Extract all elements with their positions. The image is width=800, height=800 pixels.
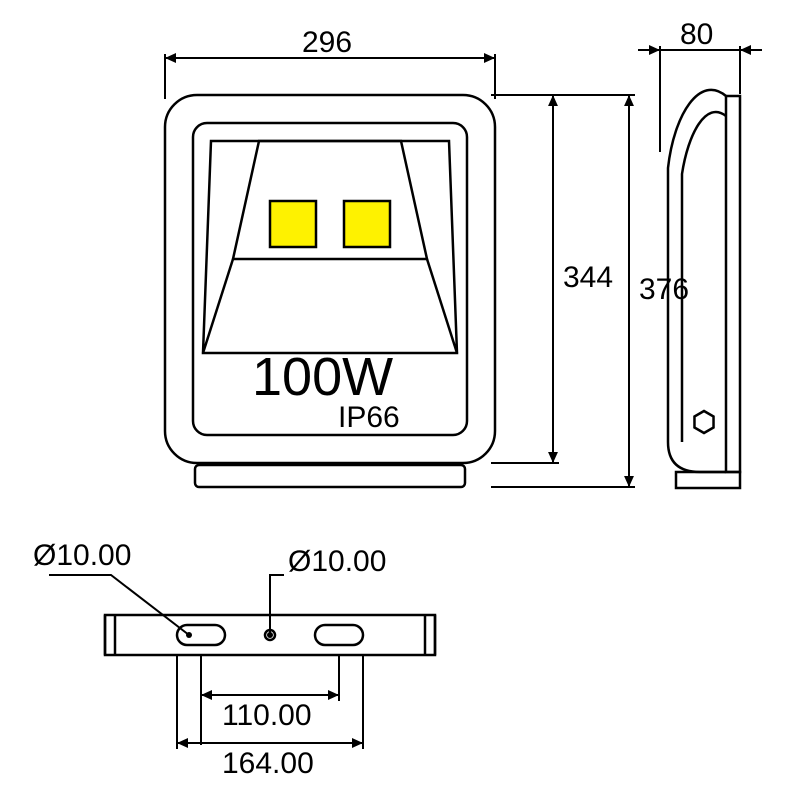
dim-front-inner-h: 344 xyxy=(563,261,613,294)
dim-front-width: 296 xyxy=(302,26,352,59)
dim-center-dia: Ø10.00 xyxy=(288,545,386,578)
dim-slot-spacing-narrow: 110.00 xyxy=(222,699,312,732)
dim-slot-dia-left: Ø10.00 xyxy=(33,539,131,572)
dim-slot-spacing-wide: 164.00 xyxy=(222,747,314,780)
dim-side-depth: 80 xyxy=(680,18,713,51)
ip-rating-label: IP66 xyxy=(338,401,400,434)
wattage-label: 100W xyxy=(252,347,393,407)
